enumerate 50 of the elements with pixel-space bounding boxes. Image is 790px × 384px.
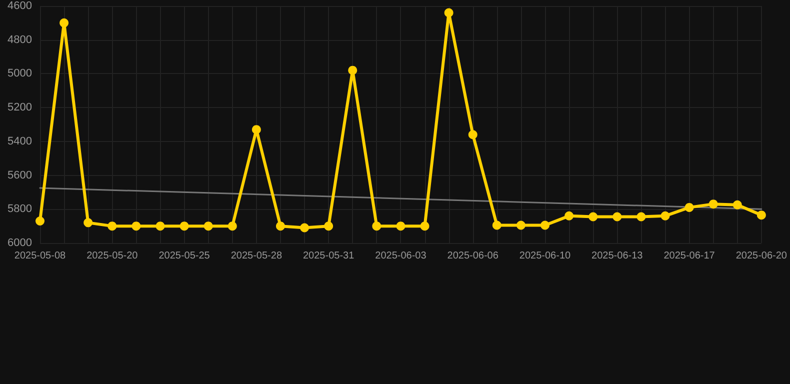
point bbox=[612, 212, 622, 222]
point bbox=[732, 200, 742, 210]
point bbox=[276, 222, 285, 231]
x-tick-label: 2025-05-31 bbox=[302, 250, 355, 262]
x-tick-label: 2025-06-20 bbox=[736, 250, 788, 262]
point bbox=[180, 222, 189, 231]
point bbox=[324, 222, 334, 231]
x-tick-label: 2025-05-20 bbox=[86, 250, 138, 262]
point bbox=[468, 130, 478, 140]
point bbox=[540, 220, 550, 230]
point bbox=[444, 8, 454, 18]
point bbox=[684, 202, 694, 212]
x-tick-label: 2025-06-03 bbox=[375, 250, 427, 262]
point bbox=[492, 220, 502, 230]
point bbox=[300, 223, 310, 232]
point bbox=[228, 222, 237, 231]
y-tick-label: 5800 bbox=[8, 203, 32, 216]
y-tick-label: 4800 bbox=[8, 34, 32, 46]
point bbox=[636, 212, 646, 222]
point bbox=[516, 220, 526, 230]
point bbox=[396, 222, 406, 231]
point bbox=[84, 218, 93, 228]
point bbox=[372, 222, 382, 231]
x-tick-label: 2025-06-13 bbox=[592, 250, 644, 262]
point bbox=[60, 18, 69, 28]
point bbox=[108, 222, 117, 231]
y-tick-label: 5200 bbox=[8, 102, 32, 114]
x-tick-label: 2025-05-08 bbox=[14, 250, 66, 262]
point bbox=[588, 212, 598, 222]
x-tick-label: 2025-06-06 bbox=[447, 250, 499, 262]
y-tick-label: 5400 bbox=[8, 135, 32, 148]
y-tick-label: 5600 bbox=[8, 169, 32, 182]
x-tick-label: 2025-06-17 bbox=[664, 250, 716, 262]
point bbox=[756, 210, 766, 220]
y-tick-label: 5000 bbox=[8, 68, 32, 80]
x-tick-label: 2025-05-25 bbox=[158, 250, 210, 262]
point bbox=[132, 222, 141, 231]
point bbox=[660, 211, 670, 220]
point bbox=[252, 125, 261, 134]
x-tick-label: 2025-05-28 bbox=[230, 250, 282, 262]
point bbox=[204, 222, 213, 231]
point bbox=[36, 216, 44, 226]
point bbox=[348, 66, 358, 75]
point bbox=[564, 211, 574, 220]
point bbox=[420, 222, 430, 231]
y-tick-label: 6000 bbox=[8, 237, 32, 249]
y-tick-label: 4600 bbox=[8, 0, 32, 12]
x-tick-label: 2025-06-10 bbox=[519, 250, 572, 262]
point bbox=[156, 222, 165, 231]
point bbox=[708, 200, 718, 209]
